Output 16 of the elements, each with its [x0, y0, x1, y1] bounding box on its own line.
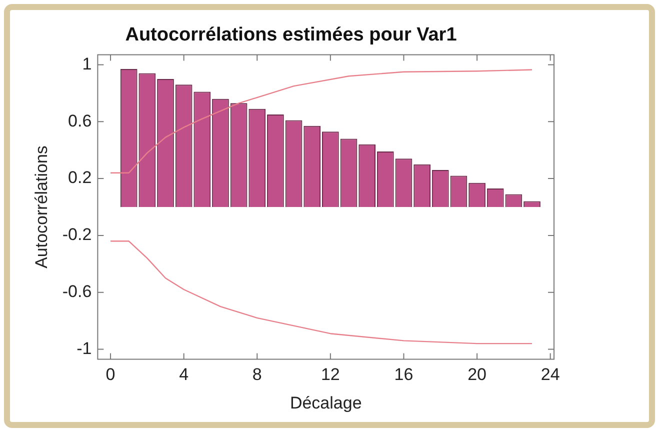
- x-tick-label: 24: [540, 365, 560, 384]
- x-tick-label: 0: [106, 365, 116, 384]
- x-tick-label: 12: [320, 365, 340, 384]
- y-tick-label: -1: [76, 338, 92, 358]
- y-tick-label: 0.2: [68, 168, 92, 188]
- y-axis-title: Autocorrélations: [32, 146, 51, 268]
- x-tick-label: 4: [179, 365, 189, 384]
- x-tick-label: 16: [394, 365, 414, 384]
- x-axis-title: Décalage: [290, 393, 362, 412]
- y-tick-label: 1: [82, 54, 92, 74]
- y-tick-label: 0.6: [68, 111, 92, 130]
- y-tick-label: -0.6: [62, 282, 92, 302]
- x-tick-label: 8: [252, 365, 262, 384]
- chart-title: Autocorrélations estimées pour Var1: [125, 24, 458, 46]
- y-tick-label: -0.2: [62, 225, 92, 244]
- x-tick-label: 20: [468, 365, 486, 384]
